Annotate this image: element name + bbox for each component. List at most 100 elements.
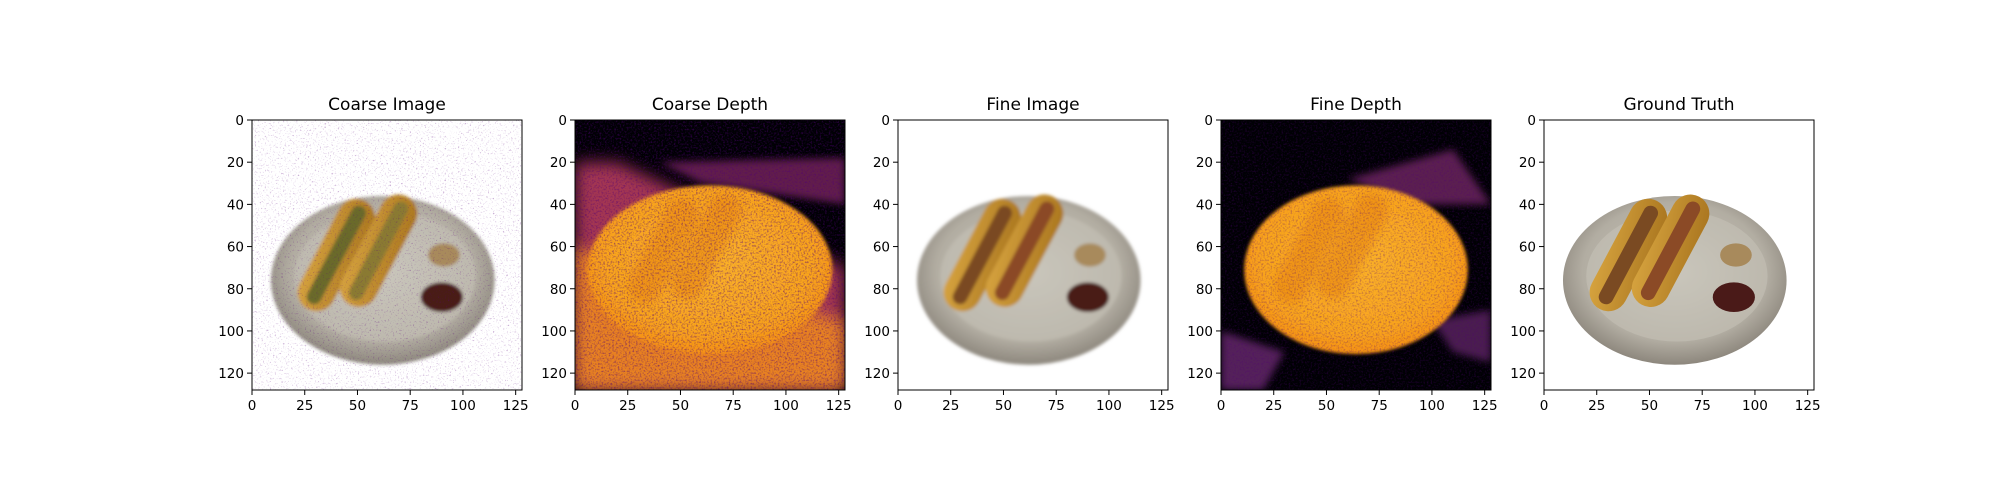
x-tick-label: 75 — [1371, 398, 1388, 414]
x-tick-label: 0 — [894, 398, 903, 414]
x-tick-label: 0 — [1217, 398, 1226, 414]
x-tick-label: 75 — [725, 398, 742, 414]
x-tick-label: 125 — [1149, 398, 1175, 414]
depth-noise — [575, 120, 845, 390]
y-tick-label: 60 — [550, 240, 567, 256]
axes-frame — [251, 119, 523, 391]
hotdog-left — [1589, 198, 1668, 312]
x-tick-label: 75 — [1694, 398, 1711, 414]
panel-4: Fine Depth 0 25 50 75 100 125 0 20 40 60 80 100 120 — [1187, 95, 1497, 414]
x-tick-label: 50 — [1318, 398, 1335, 414]
x-tick-label: 125 — [1795, 398, 1821, 414]
y-tick-label: 120 — [541, 366, 567, 382]
x-tick-label: 50 — [1641, 398, 1658, 414]
panel-image — [898, 120, 1168, 390]
mustard-cup — [1720, 243, 1752, 267]
x-tick-label: 75 — [1048, 398, 1065, 414]
y-tick-label: 0 — [881, 113, 890, 129]
ketchup-cup — [1066, 282, 1109, 312]
y-tick-label: 120 — [1187, 366, 1213, 382]
y-tick-label: 0 — [1204, 113, 1213, 129]
x-tick-label: 25 — [619, 398, 636, 414]
y-tick-label: 100 — [541, 324, 567, 340]
x-tick-label: 50 — [349, 398, 366, 414]
y-tick-label: 100 — [1510, 324, 1536, 340]
x-tick-label: 25 — [1588, 398, 1605, 414]
y-tick-label: 40 — [873, 197, 890, 213]
y-tick-label: 40 — [550, 197, 567, 213]
plate-group — [916, 194, 1141, 365]
sausage — [952, 205, 1013, 305]
panel-1: Coarse Image 0 25 50 75 100 125 0 20 40 60 80 100 120 — [218, 95, 528, 414]
x-tick-label: 0 — [1540, 398, 1549, 414]
x-tick-label: 125 — [503, 398, 529, 414]
sausage — [1640, 201, 1701, 301]
x-tick-label: 25 — [1265, 398, 1282, 414]
hotdog-left — [943, 198, 1022, 312]
ketchup-cup — [1712, 282, 1755, 312]
panel-image — [252, 120, 522, 390]
y-tick-label: 20 — [227, 155, 244, 171]
y-tick-label: 80 — [1196, 282, 1213, 298]
panel-5: Ground Truth 0 25 50 75 100 125 0 20 40 60 80 100 120 — [1510, 95, 1820, 414]
y-tick-label: 60 — [873, 240, 890, 256]
y-tick-label: 80 — [227, 282, 244, 298]
x-tick-label: 25 — [296, 398, 313, 414]
x-tick-label: 0 — [248, 398, 257, 414]
y-tick-label: 20 — [1519, 155, 1536, 171]
y-tick-label: 120 — [218, 366, 244, 382]
panel-title: Coarse Image — [328, 95, 446, 115]
y-tick-label: 80 — [873, 282, 890, 298]
panel-title: Fine Image — [986, 95, 1079, 115]
panel-image — [1544, 120, 1814, 390]
axes-frame — [1220, 119, 1492, 391]
panel-image — [575, 120, 845, 390]
axes-frame — [574, 119, 846, 391]
x-tick-label: 50 — [995, 398, 1012, 414]
x-tick-label: 125 — [826, 398, 852, 414]
y-tick-label: 100 — [864, 324, 890, 340]
panel-2: Coarse Depth 0 25 50 75 100 125 0 20 40 60 80 100 120 — [541, 95, 851, 414]
y-tick-label: 40 — [1519, 197, 1536, 213]
x-tick-label: 75 — [402, 398, 419, 414]
hotdog-right — [1631, 194, 1710, 308]
sausage — [1598, 205, 1659, 305]
x-tick-label: 0 — [571, 398, 580, 414]
plate-group — [1562, 194, 1787, 365]
x-tick-label: 100 — [1096, 398, 1122, 414]
y-tick-label: 80 — [550, 282, 567, 298]
axes-frame — [1543, 119, 1815, 391]
x-tick-label: 25 — [942, 398, 959, 414]
y-tick-label: 60 — [227, 240, 244, 256]
x-tick-label: 100 — [773, 398, 799, 414]
y-tick-label: 60 — [1196, 240, 1213, 256]
y-tick-label: 0 — [558, 113, 567, 129]
noise — [252, 120, 522, 390]
hotdog-right — [985, 194, 1064, 308]
y-tick-label: 120 — [1510, 366, 1536, 382]
x-tick-label: 100 — [1419, 398, 1445, 414]
x-tick-label: 100 — [450, 398, 476, 414]
y-tick-label: 40 — [1196, 197, 1213, 213]
y-tick-label: 20 — [550, 155, 567, 171]
y-tick-label: 60 — [1519, 240, 1536, 256]
y-tick-label: 20 — [1196, 155, 1213, 171]
mustard-cup — [1074, 243, 1106, 267]
y-tick-label: 100 — [218, 324, 244, 340]
y-tick-label: 40 — [227, 197, 244, 213]
axes-frame — [897, 119, 1169, 391]
x-tick-label: 125 — [1472, 398, 1498, 414]
panel-title: Ground Truth — [1623, 95, 1734, 115]
x-tick-label: 50 — [672, 398, 689, 414]
y-tick-label: 0 — [235, 113, 244, 129]
sausage — [994, 201, 1055, 301]
x-tick-label: 100 — [1742, 398, 1768, 414]
y-tick-label: 20 — [873, 155, 890, 171]
panel-3: Fine Image 0 25 50 75 100 125 0 20 40 60 80 100 120 — [864, 95, 1174, 414]
y-tick-label: 100 — [1187, 324, 1213, 340]
depth-noise — [1221, 120, 1491, 390]
panel-image — [1221, 120, 1491, 390]
panel-title: Fine Depth — [1310, 95, 1402, 115]
panel-title: Coarse Depth — [652, 95, 768, 115]
